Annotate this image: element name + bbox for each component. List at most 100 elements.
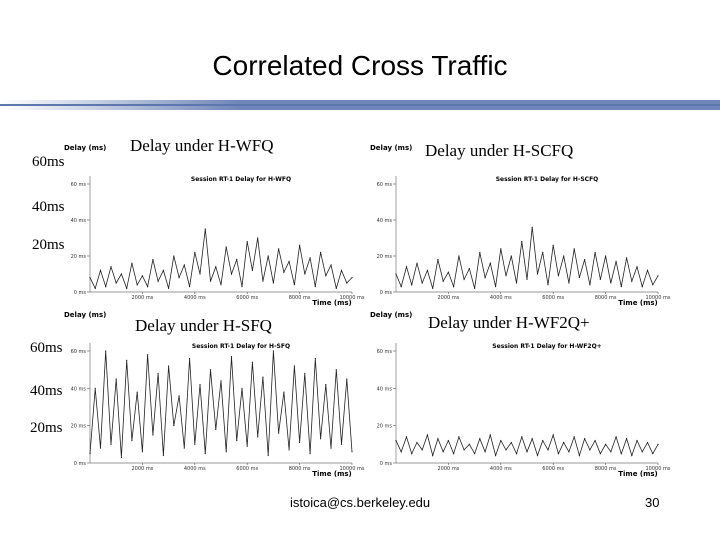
data-point: [246, 241, 248, 243]
data-point: [173, 255, 175, 257]
data-point: [340, 269, 343, 271]
data-point: [479, 438, 481, 440]
y-tick-label: 20 ms: [71, 424, 87, 430]
x-tick-label: 6000 ms: [542, 295, 564, 301]
data-point: [563, 255, 565, 257]
data-point: [636, 266, 638, 268]
data-point: [589, 284, 591, 286]
y-tick-label: 20 ms: [377, 254, 393, 260]
data-point: [631, 454, 633, 457]
data-point: [89, 453, 91, 455]
y-tick-label: 40 ms: [71, 386, 87, 392]
data-point: [267, 454, 269, 457]
data-point: [199, 384, 201, 386]
data-point: [468, 268, 470, 270]
y-tick-label: 40 ms: [377, 386, 393, 392]
data-point: [400, 451, 402, 453]
data-point: [299, 441, 301, 444]
data-point: [330, 447, 332, 449]
y-axis-label: Delay (ms): [370, 144, 412, 152]
data-point: [589, 449, 591, 451]
data-point: [309, 257, 311, 259]
data-point: [584, 438, 586, 440]
data-point: [573, 248, 575, 250]
data-point: [447, 440, 449, 442]
data-point: [515, 282, 518, 284]
data-point: [494, 286, 497, 288]
data-point: [442, 280, 444, 282]
delay-series-line: [89, 228, 353, 290]
slide-title: Correlated Cross Traffic: [212, 50, 508, 81]
data-point: [157, 280, 159, 282]
chart-h-wfq: Delay (ms) Session RT-1 Delay for H-WFQ 0 …: [64, 144, 365, 307]
data-point: [94, 387, 96, 389]
data-point: [115, 378, 117, 380]
x-tick-label: 10000 ms: [646, 466, 671, 472]
data-point: [500, 440, 502, 442]
data-point: [278, 248, 280, 250]
data-point: [267, 255, 269, 257]
data-point: [610, 282, 612, 284]
data-point: [568, 451, 570, 453]
data-point: [625, 438, 628, 440]
data-point: [110, 443, 112, 445]
x-tick-label: 10000 ms: [340, 295, 365, 301]
data-point: [236, 259, 238, 261]
data-point: [405, 436, 408, 438]
data-point: [183, 264, 185, 266]
data-point: [346, 282, 348, 284]
data-point: [437, 259, 439, 261]
data-point: [325, 275, 327, 277]
y-axis-label: Delay (ms): [64, 144, 106, 152]
data-point: [442, 451, 444, 453]
data-point: [489, 434, 491, 436]
data-point: [220, 380, 222, 382]
session-title: Session RT-1 Delay for H-WF2Q+: [492, 343, 601, 350]
data-point: [536, 454, 539, 457]
data-point: [304, 372, 306, 374]
data-point: [453, 453, 455, 455]
data-point: [416, 441, 418, 444]
data-point: [126, 287, 128, 289]
y-tick-label: 40 ms: [71, 218, 87, 224]
data-point: [178, 277, 180, 279]
x-tick-label: 4000 ms: [490, 466, 512, 472]
data-point: [330, 264, 332, 266]
x-tick-label: 8000 ms: [289, 295, 311, 301]
data-point: [304, 273, 306, 275]
data-point: [147, 286, 149, 288]
x-axis-label: Time (ms): [312, 299, 352, 307]
data-point: [652, 453, 654, 455]
data-point: [521, 436, 523, 438]
y-axis-label: Delay (ms): [64, 311, 106, 319]
data-point: [168, 365, 170, 367]
data-point: [568, 282, 570, 284]
left-label-top-60ms: 60ms: [32, 154, 65, 170]
data-point: [157, 372, 159, 374]
data-point: [636, 440, 638, 442]
data-point: [400, 286, 402, 288]
data-point: [641, 451, 643, 453]
data-point: [615, 260, 617, 262]
y-tick-label: 0 ms: [380, 461, 393, 467]
data-point: [652, 284, 654, 286]
data-point: [432, 454, 434, 457]
data-point: [578, 454, 580, 457]
x-tick-label: 6000 ms: [236, 295, 258, 301]
session-title: Session RT-1 Delay for H-SFQ: [192, 343, 290, 350]
page-number: 30: [645, 495, 660, 510]
data-point: [526, 451, 528, 453]
data-point: [299, 244, 301, 246]
data-point: [552, 244, 554, 246]
x-tick-label: 4000 ms: [490, 295, 512, 301]
data-point: [573, 436, 575, 438]
x-tick-label: 8000 ms: [595, 295, 617, 301]
data-point: [542, 440, 544, 442]
data-point: [194, 443, 196, 445]
data-point: [126, 359, 128, 361]
data-point: [494, 454, 497, 457]
chart-h-scfq: Delay (ms) Session RT-1 Delay for H-SCFQ 0…: [370, 144, 671, 307]
x-axis-label: Time (ms): [618, 470, 658, 478]
data-point: [251, 269, 254, 271]
data-point: [646, 441, 649, 444]
